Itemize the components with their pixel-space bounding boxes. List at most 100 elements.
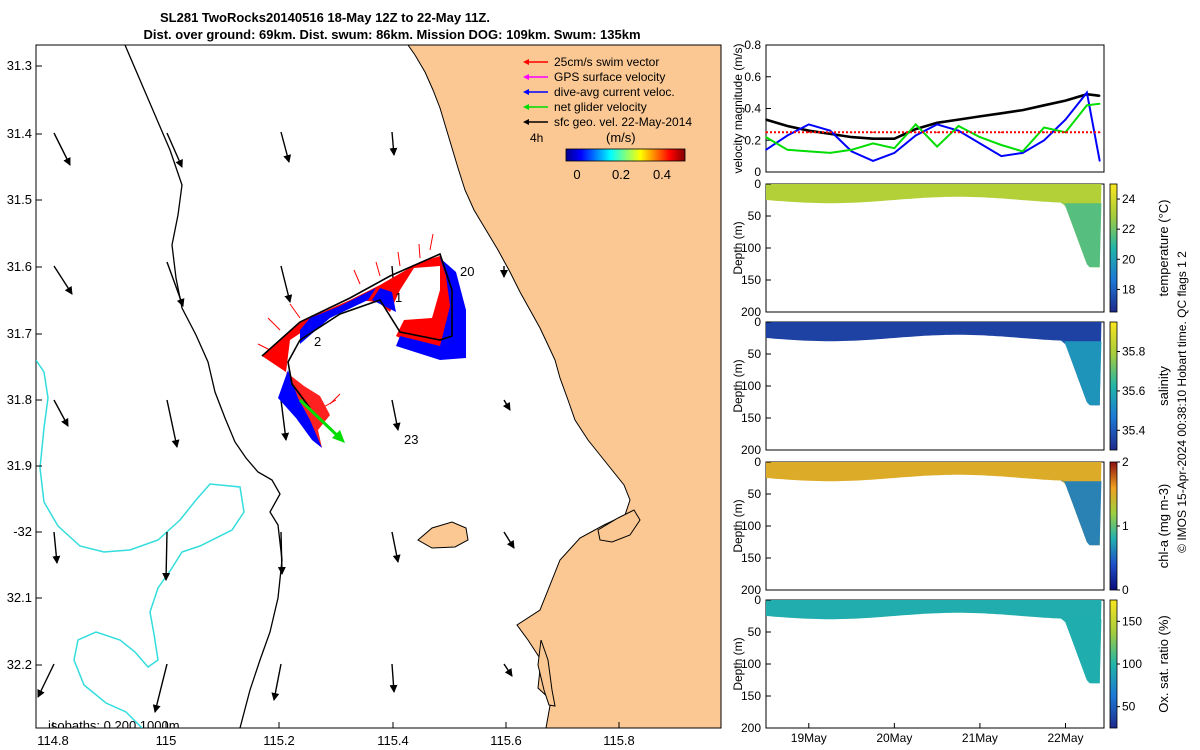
surface-velocity-arrow [280,131,292,163]
map-colorbar-tick-1: 0.2 [612,167,630,182]
velocity-point [850,150,853,153]
island [537,639,556,707]
velocity-point [957,118,960,121]
velocity-point [1064,131,1067,134]
velocity-point [765,131,767,134]
surface-velocity-arrow [166,261,185,307]
track-label-2: 2 [314,334,321,349]
net-arrow-head [332,430,345,443]
map-y-tick-label: -32 [13,524,32,539]
glider-track [257,233,466,448]
section-y-tick-label: 50 [748,347,762,361]
surface-velocity-arrow [152,663,168,713]
section-colorbar-tick-label: 35.8 [1122,345,1146,359]
section-surface-layer [766,600,1102,684]
velocity-y-tick-label: 0.6 [744,70,761,84]
velocity-point [936,131,938,134]
section-colorbar-label: chl-a (mg m-3) [1156,484,1171,569]
velocity-point [1098,160,1101,162]
velocity-point [1000,144,1003,146]
track-label-20: 20 [460,264,474,279]
velocity-point [979,115,981,118]
map-x-tick-label: 115.2 [263,733,295,748]
isobath-200m [124,45,283,728]
velocity-point [1043,131,1045,134]
legend-arrow-3 [523,104,529,110]
velocity-point [1021,152,1024,154]
surface-velocity-arrow [166,399,180,448]
section-surface-layer [766,184,1102,268]
velocity-point [872,142,874,145]
legend-label-3: net glider velocity [554,100,647,114]
surface-velocity-arrow [389,131,398,156]
velocity-point [979,136,981,138]
section-colorbar-tick-label: 50 [1122,700,1136,714]
velocity-point [765,148,767,151]
section-colorbar-tick-label: 35.6 [1122,384,1146,398]
legend-arrow-4 [523,119,529,125]
velocity-point [829,152,831,154]
section-y-tick-label: 50 [748,625,762,639]
velocity-axes-frame [765,44,1105,173]
map-y-tick-label: 31.7 [7,326,32,341]
map-y-tick-label: 31.3 [7,58,32,73]
surface-velocity-arrow [503,531,515,549]
velocity-point [893,131,896,134]
velocity-point [936,123,938,126]
section-colorbar-tick-label: 150 [1122,614,1142,628]
velocity-point [829,133,831,135]
legend-arrow-1 [523,74,529,80]
velocity-point [1086,91,1088,94]
map-x-tick-label: 114.8 [37,733,69,748]
velocity-point [1086,104,1088,107]
surface-velocity-arrow [503,663,513,677]
velocity-point [979,131,981,134]
dive-avg-current-mid [300,288,396,344]
velocity-point [1098,131,1101,134]
section-deep-layer [1061,340,1102,406]
dive-avg-current-east [396,258,466,360]
section-axes-frame [765,599,1105,729]
velocity-point [786,134,789,137]
map-y-tick-label: 31.8 [7,392,32,407]
section-colorbar-tick-label: 1 [1122,519,1129,533]
section-y-tick-label: 150 [741,411,761,425]
map-x-tick-label: 115.8 [603,733,635,748]
section-y-axis-label: Depth (m) [731,221,745,274]
velocity-point [807,131,810,134]
velocity-point [936,121,938,124]
velocity-y-tick-label: 0.4 [744,102,761,116]
velocity-point [786,131,789,134]
velocity-point [957,125,960,127]
surface-velocity-arrow [391,399,401,431]
velocity-point [1021,131,1024,134]
velocity-point [957,129,960,132]
surface-velocity-arrow [391,531,401,563]
section-y-tick-label: 100 [741,379,761,393]
velocity-point [1021,109,1024,111]
section-y-tick-label: 150 [741,551,761,565]
surface-velocity-arrow [277,531,286,575]
section-colorbar-tick-label: 100 [1122,657,1142,671]
section-colorbar-tick-label: 35.4 [1122,423,1146,437]
surface-velocity-arrow [389,663,398,693]
velocity-point [1000,131,1003,134]
velocity-point [1021,150,1024,153]
velocity-point [957,131,960,134]
section-y-tick-label: 200 [741,305,761,319]
velocity-point [807,150,810,153]
section-y-tick-label: 100 [741,241,761,255]
section-colorbar-tick-label: 20 [1122,252,1136,266]
velocity-point [786,148,789,151]
map-colorbar-tick-2: 0.4 [653,167,671,182]
section-deep-layer [1061,480,1102,546]
surface-velocity-arrow [53,399,69,427]
legend-label-0: 25cm/s swim vector [554,55,659,69]
section-colorbar-label: Ox. sat. ratio (%) [1156,615,1171,713]
map-x-tick-label: 115.6 [490,733,522,748]
dive-avg-current-south [278,370,322,448]
net-glider-velocity-arrow [298,398,344,442]
section-y-tick-label: 150 [741,273,761,287]
